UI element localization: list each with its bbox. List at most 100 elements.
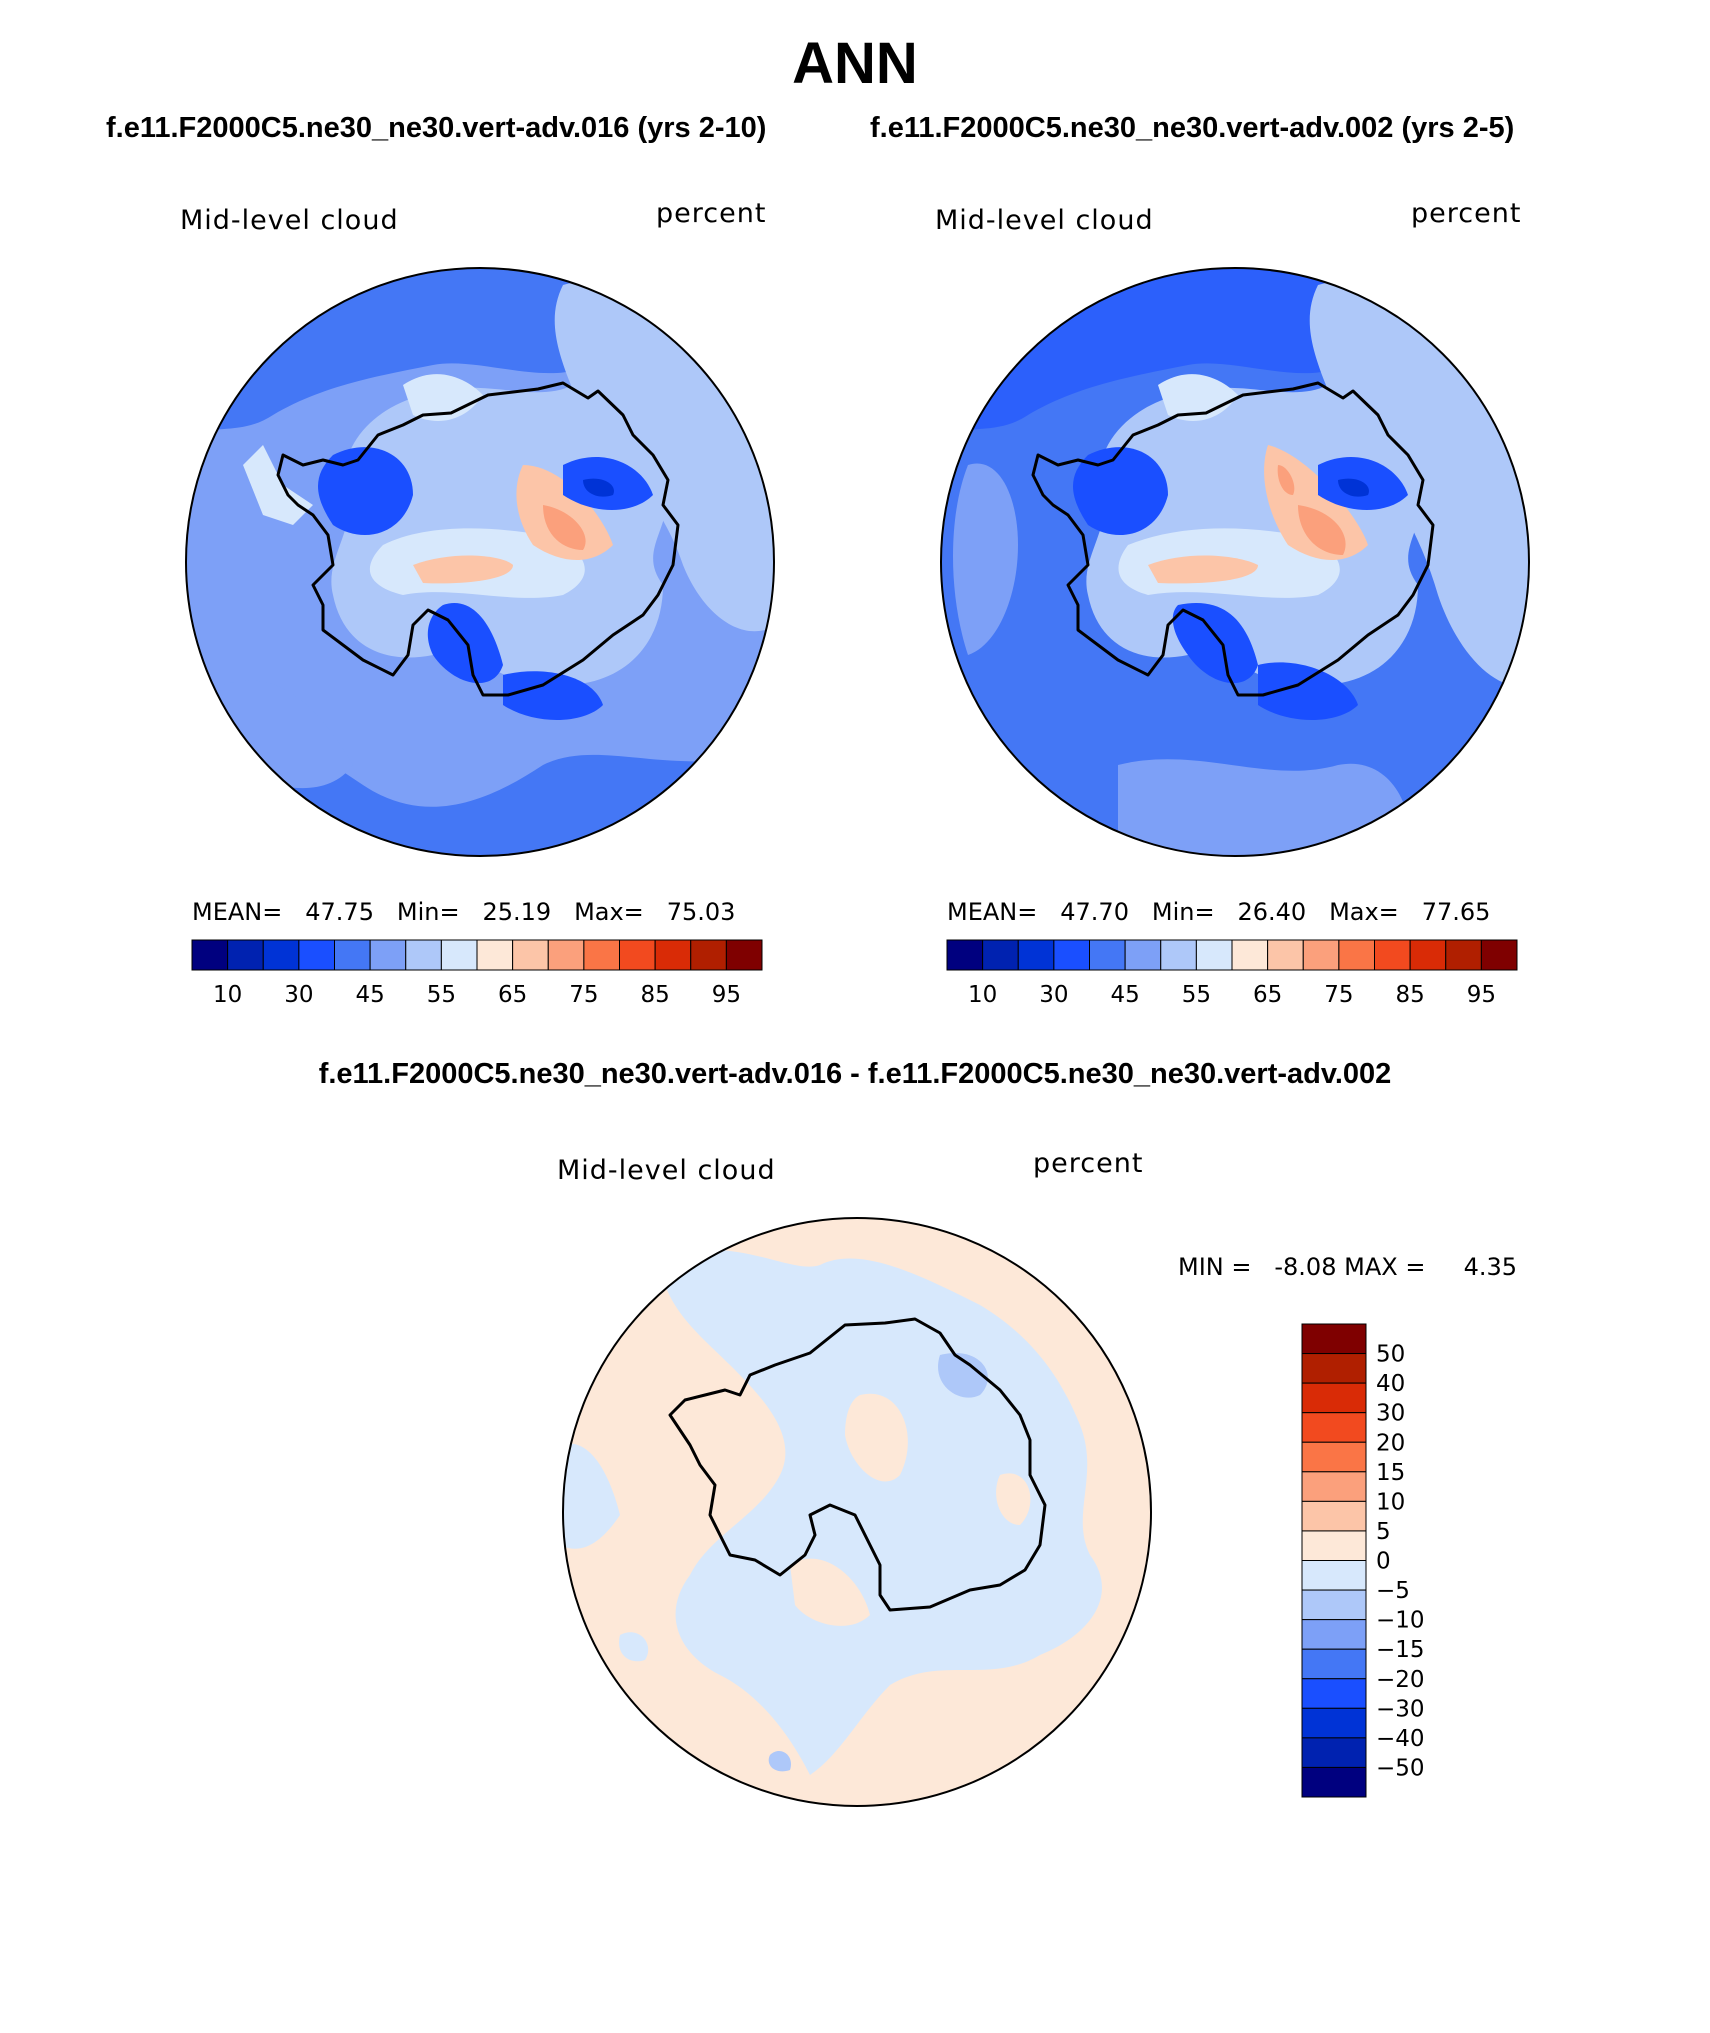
panel1-units-label: percent [656,198,767,229]
colorbar-swatch [547,939,585,971]
colorbar-swatch [1301,1678,1367,1709]
panel1-colorbar: 10 30 45 55 65 75 85 95 [191,939,763,1008]
colorbar-tick-label: −50 [1376,1755,1425,1781]
colorbar-swatch [1301,1737,1367,1768]
colorbar-tick-label: 15 [1376,1460,1405,1486]
panel1-min-value: 25.19 [482,898,552,926]
colorbar-swatch [583,939,620,971]
diff-title: f.e11.F2000C5.ne30_ne30.vert-adv.016 - f… [318,1058,1392,1090]
colorbar-swatch [725,939,763,971]
panel1-max-label: Max= [574,898,644,926]
panel1-stats: MEAN= 47.75 Min= 25.19 Max= 75.03 [192,898,735,926]
colorbar-swatch [1338,939,1375,971]
diff-units-label: percent [1033,1148,1144,1179]
diff-max-value: 4.35 [1463,1253,1518,1281]
colorbar-swatch [1409,939,1447,971]
colorbar-tick-label: −10 [1376,1608,1425,1634]
colorbar-swatch [1301,1500,1367,1532]
colorbar-swatch [1301,1382,1367,1414]
panel2-variable-label: Mid-level cloud [935,205,1154,236]
colorbar-swatch [227,939,264,971]
diff-min-value: -8.08 [1274,1253,1337,1281]
colorbar-swatch [1267,939,1304,971]
panel1-mean-label: MEAN= [192,898,283,926]
panel1-polar-map [185,267,775,857]
colorbar-tick-label: 95 [712,982,741,1008]
colorbar-tick-label: 10 [968,982,997,1008]
colorbar-swatch [982,939,1019,971]
colorbar-swatch [476,939,514,971]
colorbar-swatch [690,939,727,971]
colorbar-swatch [1301,1589,1367,1621]
colorbar-tick-label: 65 [498,982,527,1008]
colorbar-swatch [1301,1648,1367,1680]
colorbar-swatch [512,939,549,971]
colorbar-tick-label: 75 [569,982,598,1008]
colorbar-swatch [1053,939,1090,971]
panel1-max-value: 75.03 [666,898,736,926]
colorbar-swatch [298,939,335,971]
panel2-units-label: percent [1411,198,1522,229]
colorbar-swatch [262,939,300,971]
colorbar-tick-label: 50 [1376,1342,1405,1368]
colorbar-tick-label: −5 [1376,1578,1410,1604]
colorbar-swatch [1160,939,1197,971]
colorbar-tick-label: 85 [1395,982,1424,1008]
colorbar-swatch [1124,939,1162,971]
panel2-polar-map [940,267,1530,857]
panel1-variable-label: Mid-level cloud [180,205,399,236]
colorbar-swatch [1301,1412,1367,1443]
colorbar-tick-label: 55 [427,982,456,1008]
colorbar-tick-label: 10 [213,982,242,1008]
diff-min-label: MIN = [1178,1253,1252,1281]
diff-variable-label: Mid-level cloud [557,1155,776,1186]
colorbar-tick-label: 20 [1376,1430,1405,1456]
figure-title: ANN [792,31,918,96]
colorbar-swatch [1301,1530,1367,1561]
diff-stats: MIN = -8.08 MAX = 4.35 [1178,1253,1517,1281]
colorbar-swatch [1480,939,1518,971]
colorbar-tick-label: −40 [1376,1726,1425,1752]
colorbar-swatch [1374,939,1411,971]
panel2-min-value: 26.40 [1237,898,1307,926]
colorbar-tick-label: 0 [1376,1549,1391,1575]
colorbar-swatch [369,939,407,971]
colorbar-tick-label: 30 [284,982,313,1008]
panel1-case-title: f.e11.F2000C5.ne30_ne30.vert-adv.016 (yr… [106,112,767,144]
colorbar-swatch [1231,939,1269,971]
colorbar-swatch [1301,1707,1367,1739]
colorbar-swatch [1301,1619,1367,1650]
colorbar-swatch [1301,1560,1367,1591]
colorbar-tick-label: 55 [1182,982,1211,1008]
colorbar-swatch [1301,1353,1367,1384]
panel1-min-label: Min= [396,898,460,926]
colorbar-tick-label: 5 [1376,1519,1391,1545]
colorbar-tick-label: 40 [1376,1371,1405,1397]
colorbar-swatch [654,939,692,971]
colorbar-tick-label: 45 [1110,982,1139,1008]
colorbar-tick-label: 75 [1324,982,1353,1008]
colorbar-swatch [191,939,229,971]
colorbar-swatch [1301,1441,1367,1473]
panel1-mean-value: 47.75 [305,898,374,926]
panel2-case-title: f.e11.F2000C5.ne30_ne30.vert-adv.002 (yr… [870,112,1515,144]
panel2-mean-label: MEAN= [947,898,1038,926]
colorbar-swatch [1017,939,1055,971]
colorbar-swatch [1089,939,1126,971]
colorbar-swatch [946,939,984,971]
panel2-stats: MEAN= 47.70 Min= 26.40 Max= 77.65 [947,898,1490,926]
colorbar-swatch [1301,1471,1367,1502]
colorbar-swatch [619,939,656,971]
colorbar-tick-label: −15 [1376,1637,1425,1663]
colorbar-swatch [1302,939,1340,971]
colorbar-tick-label: −30 [1376,1696,1425,1722]
colorbar-swatch [440,939,478,971]
colorbar-tick-label: 85 [640,982,669,1008]
diff-max-label: MAX = [1344,1253,1426,1281]
colorbar-swatch [405,939,442,971]
colorbar-swatch [334,939,371,971]
panel2-colorbar: 10 30 45 55 65 75 85 95 [946,939,1518,1008]
colorbar-tick-label: 45 [355,982,384,1008]
panel2-max-value: 77.65 [1421,898,1491,926]
